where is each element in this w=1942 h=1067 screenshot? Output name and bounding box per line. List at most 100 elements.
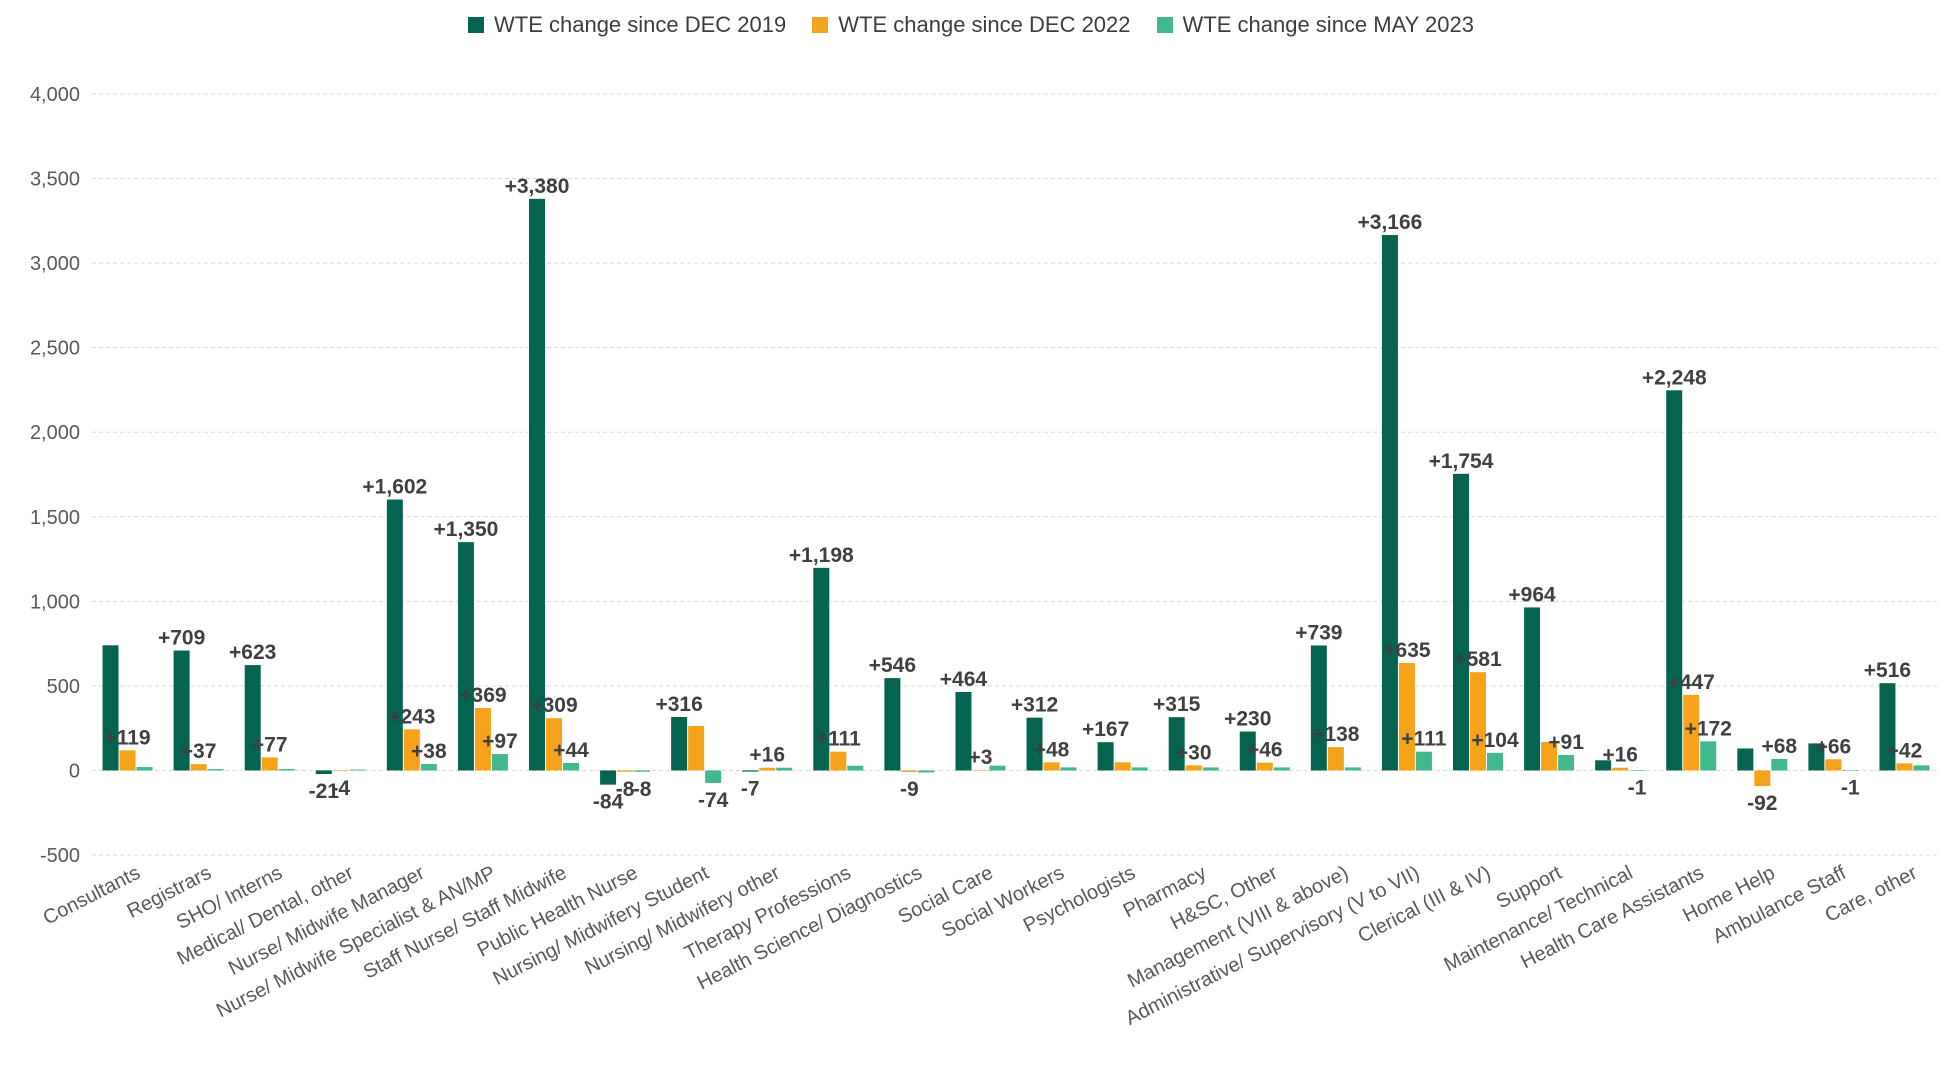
data-label: +312: [1011, 694, 1058, 717]
bar: [1043, 762, 1060, 771]
data-label: +46: [1247, 739, 1283, 762]
bar: [1256, 762, 1273, 771]
bar: [457, 542, 474, 771]
bar: [1327, 747, 1344, 771]
data-label: +1,350: [434, 518, 499, 541]
data-label: +309: [530, 694, 577, 717]
data-label: +48: [1034, 738, 1070, 761]
bar: [759, 767, 776, 771]
data-label: +2,248: [1642, 366, 1707, 389]
y-tick-label: 3,500: [30, 169, 80, 191]
data-label: +581: [1454, 648, 1502, 671]
bar: [972, 769, 989, 771]
data-label: +30: [1176, 741, 1212, 764]
data-label: +3,380: [505, 175, 570, 198]
bar: [1344, 767, 1361, 771]
data-label: +1,602: [362, 476, 427, 499]
data-label: +172: [1685, 717, 1732, 740]
bar: [688, 725, 705, 771]
bar: [1541, 742, 1558, 771]
y-tick-label: 2,500: [30, 338, 80, 360]
data-label: -21: [309, 780, 340, 803]
data-label: +464: [940, 668, 988, 691]
data-label: -8: [616, 778, 635, 801]
y-tick-label: 0: [69, 760, 80, 782]
bar: [420, 764, 437, 771]
bar: [119, 750, 136, 771]
bar: [884, 678, 901, 771]
data-label: +315: [1153, 693, 1201, 716]
bar: [491, 754, 508, 771]
data-label: +1,754: [1429, 450, 1494, 473]
bar: [1398, 663, 1415, 771]
bar: [1558, 755, 1575, 771]
data-label: +369: [459, 684, 506, 707]
data-label: +111: [816, 728, 861, 751]
bar: [190, 764, 207, 771]
bar: [901, 770, 918, 772]
data-label: -7: [741, 778, 760, 801]
bar: [315, 770, 332, 774]
bar: [1026, 717, 1043, 771]
data-label: +68: [1761, 735, 1797, 758]
data-label: +546: [869, 654, 916, 677]
data-label: +516: [1864, 659, 1911, 682]
y-tick-label: 4,000: [30, 84, 80, 106]
bar: [617, 770, 634, 772]
bar: [671, 717, 688, 771]
data-label: -9: [900, 778, 919, 801]
legend-label-may-2023: WTE change since MAY 2023: [1182, 12, 1474, 37]
y-tick-label: -500: [40, 845, 80, 867]
legend-label-dec-2019: WTE change since DEC 2019: [494, 12, 787, 37]
bar: [1381, 235, 1398, 771]
bar: [1700, 741, 1717, 771]
data-label: -1: [1841, 777, 1860, 800]
data-label: +38: [411, 740, 447, 763]
data-label: +42: [1887, 739, 1923, 762]
bar: [207, 769, 224, 771]
data-label: +119: [104, 726, 150, 749]
data-label: -8: [633, 778, 652, 801]
bar: [332, 770, 349, 772]
bar: [349, 769, 366, 771]
data-label: +739: [1295, 621, 1342, 644]
y-tick-label: 500: [47, 676, 80, 698]
bar: [1737, 748, 1754, 771]
data-label: +230: [1224, 708, 1271, 731]
bar: [173, 650, 190, 771]
bar: [1913, 765, 1930, 771]
bar: [1842, 770, 1859, 771]
bar: [989, 765, 1006, 771]
data-label: -4: [331, 777, 350, 800]
data-label: +316: [655, 693, 702, 716]
bar: [830, 751, 847, 771]
bar: [1896, 763, 1913, 771]
data-label: +97: [482, 730, 518, 753]
bar: [1825, 759, 1842, 771]
data-label: +1,198: [789, 544, 854, 567]
bar: [1470, 672, 1486, 771]
data-label: -84: [593, 791, 624, 814]
bar: [847, 765, 864, 771]
bar: [1060, 767, 1077, 771]
bar: [1131, 767, 1148, 771]
legend-item-may-2023: WTE change since MAY 2023: [1156, 12, 1474, 38]
bar: [403, 729, 420, 771]
bar: [1595, 760, 1612, 771]
y-tick-label: 1,500: [30, 507, 80, 529]
legend-item-dec-2022: WTE change since DEC 2022: [812, 12, 1131, 38]
bar: [1415, 751, 1432, 771]
bar: [1487, 752, 1503, 771]
bar: [386, 499, 403, 771]
bar: [1612, 767, 1629, 771]
bar: [1666, 390, 1683, 771]
y-tick-label: 1,000: [30, 591, 80, 613]
data-label: -1: [1628, 777, 1647, 800]
y-tick-label: 3,000: [30, 253, 80, 275]
bar: [1808, 743, 1825, 771]
bar: [474, 708, 491, 771]
data-label: +66: [1816, 735, 1852, 758]
legend-swatch-dec-2022: [812, 17, 829, 33]
